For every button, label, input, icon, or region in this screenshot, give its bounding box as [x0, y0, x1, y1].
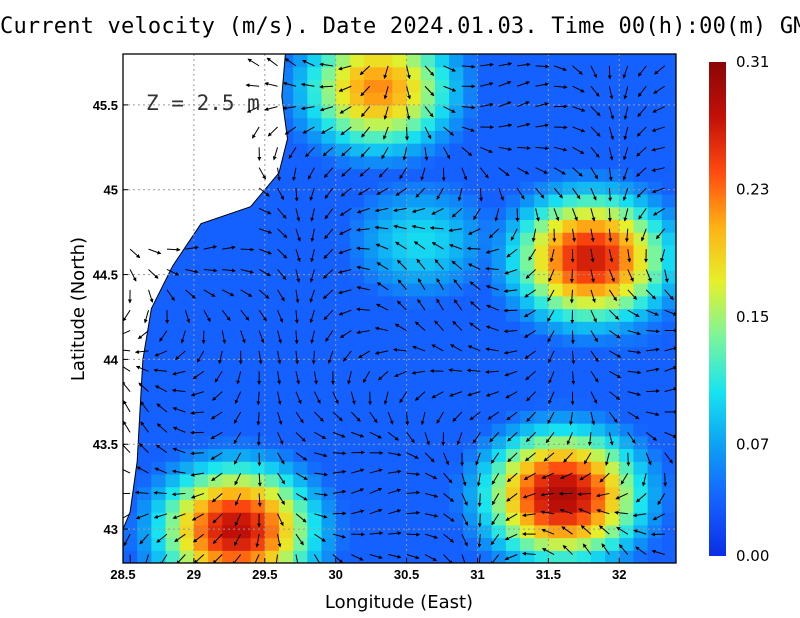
colorbar-ticks: 0.31 0.23 0.15 0.07 0.00 — [736, 53, 769, 565]
x-tick-label: 29 — [187, 567, 201, 582]
x-tick-label: 30 — [328, 567, 342, 582]
colorbar — [709, 62, 726, 556]
plot-frame — [122, 53, 677, 564]
x-tick-label: 31.5 — [536, 567, 561, 582]
x-tick-label: 28.5 — [110, 567, 135, 582]
x-tick-label: 29.5 — [252, 567, 277, 582]
x-axis-label: Longitude (East) — [325, 592, 473, 613]
y-tick-label: 44 — [104, 352, 119, 367]
y-axis-ticks: 43 43.5 44 44.5 45 45.5 — [93, 98, 128, 537]
x-axis-ticks: 28.5 29 29.5 30 30.5 31 31.5 32 — [110, 558, 627, 582]
colorbar-tick-label: 0.23 — [736, 180, 769, 198]
y-tick-label: 43 — [104, 522, 118, 537]
depth-annotation: Z = 2.5 m — [146, 91, 260, 115]
colorbar-tick-label: 0.07 — [736, 435, 769, 453]
x-tick-label: 31 — [470, 567, 484, 582]
colorbar-tick-label: 0.00 — [736, 547, 769, 565]
y-tick-label: 45 — [104, 183, 118, 198]
land-mask — [123, 54, 289, 531]
y-tick-label: 43.5 — [93, 437, 118, 452]
colorbar-tick-label: 0.15 — [736, 308, 769, 326]
colorbar-tick-label: 0.31 — [736, 53, 769, 71]
y-axis-label: Latitude (North) — [68, 237, 89, 381]
x-tick-label: 32 — [612, 567, 626, 582]
x-tick-label: 30.5 — [394, 567, 419, 582]
y-tick-label: 45.5 — [93, 98, 118, 113]
y-tick-label: 44.5 — [93, 268, 118, 283]
chart-title: Current velocity (m/s). Date 2024.01.03.… — [0, 14, 800, 39]
